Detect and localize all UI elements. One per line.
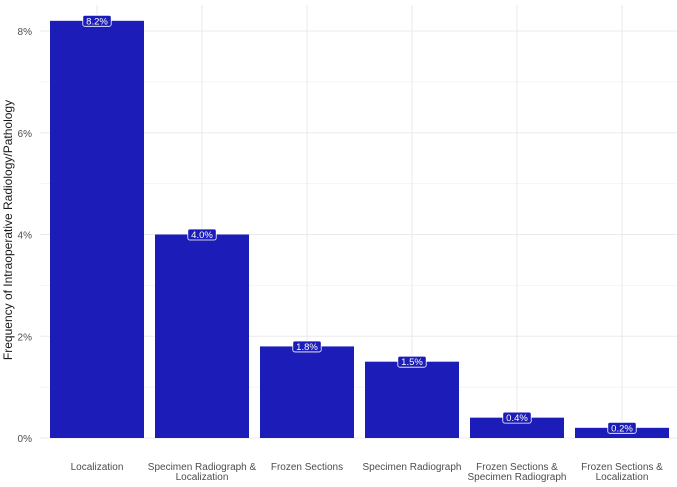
y-tick-label: 0% [18, 434, 33, 445]
data-label-box [502, 411, 532, 424]
y-tick-label: 4% [18, 231, 33, 242]
x-tick-label: Specimen Radiograph & [148, 462, 257, 473]
data-label-box [292, 340, 322, 353]
data-label: 0.4% [506, 413, 528, 424]
data-label-box [397, 355, 427, 368]
data-label: 0.2% [611, 423, 633, 434]
data-label-box [607, 421, 637, 434]
bar [155, 234, 249, 438]
bar [470, 417, 564, 438]
y-axis-ticks: 0% 2% 4% 6% 8% [18, 27, 33, 445]
x-tick-label: Localization [71, 462, 124, 473]
data-label-box [187, 228, 217, 241]
bar [260, 346, 354, 438]
x-tick-label: Frozen Sections & [476, 462, 558, 473]
y-tick-label: 2% [18, 332, 33, 343]
data-label: 1.8% [296, 342, 318, 353]
x-tick-label: Localization [596, 472, 649, 482]
cropped-title-fragment [0, 0, 4, 14]
data-label-layer: 8.2% 4.0% 1.8% 1.5% 0.4% 0.2% [82, 14, 637, 434]
data-label: 1.5% [401, 357, 423, 368]
data-label: 8.2% [86, 16, 108, 27]
x-tick-label: Frozen Sections & [581, 462, 663, 473]
x-axis-ticks: Localization Specimen Radiograph &Localiz… [71, 462, 664, 483]
x-tick-label: Specimen Radiograph [468, 472, 567, 482]
x-tick-label: Frozen Sections [271, 462, 343, 473]
data-label: 4.0% [191, 230, 213, 241]
bar-layer [50, 20, 669, 438]
bar [50, 20, 144, 438]
data-label-box [82, 14, 112, 27]
y-tick-label: 6% [18, 129, 33, 140]
x-tick-label: Localization [176, 472, 229, 482]
x-tick-label: Specimen Radiograph [363, 462, 462, 473]
y-axis-title: Frequency of Intraoperative Radiology/Pa… [1, 100, 15, 360]
y-tick-label: 8% [18, 27, 33, 38]
bar [365, 361, 459, 438]
